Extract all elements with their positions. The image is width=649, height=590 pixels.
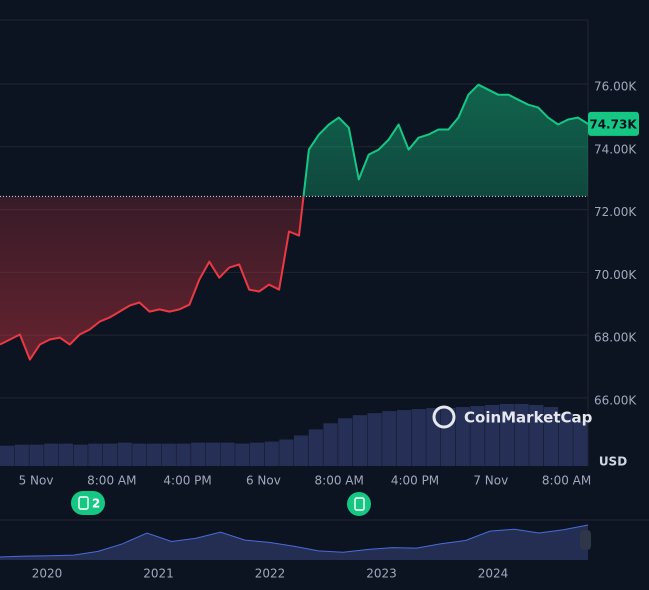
navigator-label: 2021 [143, 567, 174, 581]
volume-bar [235, 443, 250, 466]
volume-bar [279, 439, 294, 466]
y-tick-label: 66.00K [594, 393, 637, 407]
volume-bar [249, 442, 265, 466]
volume-bar [499, 404, 514, 466]
volume-bar [352, 415, 367, 466]
volume-bar [396, 410, 412, 466]
badge-count: 2 [92, 497, 100, 511]
volume-bar [573, 421, 588, 466]
volume-bar [382, 411, 397, 466]
price-tag-label: 74.73K [589, 117, 637, 131]
volume-bar [88, 443, 103, 466]
event-badge[interactable]: 2 [71, 491, 105, 515]
x-tick-label: 4:00 PM [163, 474, 211, 488]
volume-bar [14, 444, 29, 466]
navigator-label: 2020 [32, 567, 63, 581]
y-tick-label: 74.00K [594, 142, 637, 156]
currency-label: USD [599, 455, 627, 469]
y-tick-label: 72.00K [594, 205, 637, 219]
navigator-area [0, 525, 588, 560]
volume-bar [205, 442, 220, 466]
y-tick-label: 68.00K [594, 331, 637, 345]
event-badge[interactable] [347, 492, 371, 516]
volume-bar [176, 443, 191, 466]
volume-bar [323, 423, 338, 466]
navigator-label: 2022 [255, 567, 286, 581]
volume-bar [558, 413, 573, 466]
volume-bar [0, 445, 15, 466]
volume-bar [58, 443, 73, 466]
volume-bar [294, 435, 309, 466]
doc-icon [78, 496, 89, 510]
x-tick-label: 4:00 PM [391, 474, 439, 488]
volume-bar [470, 406, 485, 466]
volume-bar [147, 443, 162, 466]
doc-icon [354, 497, 365, 511]
y-tick-label: 76.00K [594, 80, 637, 94]
volume-bar [191, 442, 206, 466]
volume-bar [102, 443, 118, 466]
volume-bar [220, 442, 235, 466]
price-line [0, 83, 589, 361]
volume-bar [367, 413, 382, 466]
navigator-label: 2024 [478, 567, 509, 581]
badge[interactable] [347, 492, 371, 516]
x-tick-label: 6 Nov [246, 474, 281, 488]
volume-bar [529, 405, 544, 466]
volume-bar [73, 444, 88, 466]
volume-bar [161, 443, 176, 466]
volume-bar [543, 407, 559, 466]
x-tick-label: 8:00 AM [315, 474, 364, 488]
volume-bar [338, 418, 353, 466]
x-tick-label: 8:00 AM [542, 474, 591, 488]
volume-bar [514, 404, 529, 466]
navigator-label: 2023 [366, 567, 397, 581]
navigator-line [0, 524, 589, 558]
price-tag [588, 111, 639, 136]
watermark-logo [432, 405, 456, 429]
volume-bar [117, 442, 132, 466]
volume-bar [411, 409, 426, 466]
area-down [0, 196, 304, 360]
x-tick-label: 7 Nov [473, 474, 508, 488]
y-tick-label: 70.00K [594, 268, 637, 282]
volume-bar [308, 429, 323, 466]
watermark-text: CoinMarketCap [464, 409, 593, 427]
volume-bar [44, 443, 59, 466]
volume-bar [132, 443, 147, 466]
area-up [0, 84, 588, 197]
volume-bar [29, 444, 44, 466]
navigator-handle[interactable] [580, 530, 591, 550]
volume-bar [485, 405, 500, 466]
watermark: CoinMarketCap [432, 405, 593, 429]
x-tick-label: 8:00 AM [87, 474, 136, 488]
volume-bar [264, 441, 279, 466]
x-tick-label: 5 Nov [19, 474, 54, 488]
volume-bar [455, 407, 470, 466]
